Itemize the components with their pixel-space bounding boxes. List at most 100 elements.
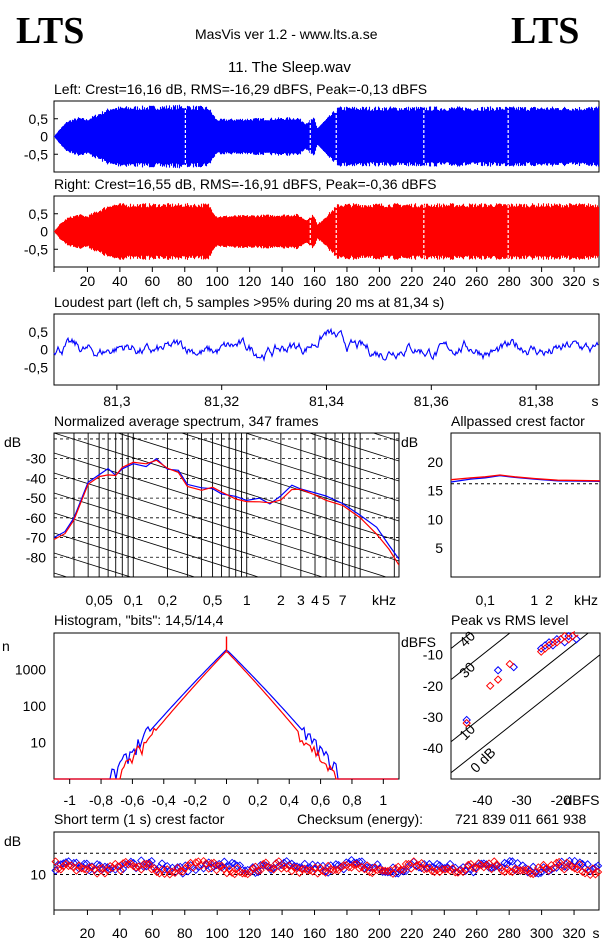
crest-st-point-right [373, 865, 382, 875]
crest-st-point-right [490, 857, 499, 866]
left-wave-signal [53, 104, 600, 169]
crest-st-point-left [160, 865, 169, 874]
crest-st-point-right [539, 860, 548, 870]
crest-st-point-right [591, 870, 600, 879]
crest-st-point-right [287, 866, 296, 876]
crest-st-point-left [157, 859, 167, 868]
crest-st-point-right [396, 865, 405, 874]
allpassed-ytick: 5 [435, 540, 443, 556]
crest-st-xtick: 100 [206, 925, 230, 941]
time-axis-label: 320 [562, 273, 586, 289]
spectrum-diagonal [54, 552, 133, 577]
spectrum-grid [54, 273, 399, 721]
spectrum-diagonal [54, 512, 260, 577]
time-axis-label: 80 [177, 273, 193, 289]
crest-st-point-right [137, 865, 146, 874]
time-axis-label: 40 [112, 273, 128, 289]
peak-rms-point-left [509, 662, 518, 672]
peak-rms-diagonal-label: 30 [456, 659, 478, 681]
peak-rms-ytick: -10 [423, 647, 443, 663]
crest-st-xtick: 240 [433, 925, 457, 941]
spectrum-diagonal [54, 472, 388, 577]
crest-st-point-right [225, 865, 234, 874]
spectrum-xtick: 4 [311, 592, 319, 608]
crest-st-point-right [474, 859, 483, 868]
peak-rms-xtick: -30 [511, 792, 531, 808]
spectrum-diagonal [54, 613, 399, 721]
crest-st-point-left [137, 856, 146, 865]
crest-st-point-right [310, 863, 320, 872]
track-title: 11. The Sleep.wav [228, 59, 351, 76]
crest-st-xtick: 60 [145, 925, 161, 941]
crest-st-point-right [318, 866, 328, 876]
time-axis-label: 280 [497, 273, 521, 289]
spectrum-diagonal [54, 433, 399, 542]
crest-st-point-right [575, 860, 585, 869]
crest-st-point-right [482, 861, 491, 870]
histogram-xtick: -0,2 [183, 792, 207, 808]
checksum-label: Checksum (energy): [297, 811, 424, 827]
peak-rms-diagonal [451, 633, 590, 743]
spectrum-ytick: -50 [26, 490, 46, 506]
crest-st-xtick: 320 [562, 925, 586, 941]
right-wave-title: Right: Crest=16,55 dB, RMS=-16,91 dBFS, … [54, 176, 437, 192]
spectrum-diagonal [54, 273, 399, 381]
right-wave-ytick: 0,5 [29, 206, 49, 222]
allpassed-xtick: 2 [545, 592, 553, 608]
peak-rms-diagonals [451, 633, 600, 774]
peak-rms-ytick: -30 [423, 709, 443, 725]
crest-st-point-right [274, 857, 283, 866]
crest-st-xtick: 180 [335, 925, 359, 941]
time-axis-label: 240 [433, 273, 457, 289]
crest-st-point-right [334, 865, 343, 875]
peak-rms-xunit: dBFS [564, 792, 599, 808]
crest-st-point-right [222, 868, 232, 878]
peak-rms-xtick: -40 [472, 792, 492, 808]
time-axis-label: 300 [530, 273, 554, 289]
crest-st-point-right [487, 864, 496, 874]
crest-st-point-right [388, 869, 398, 878]
loudest-xtick: 81,36 [414, 393, 449, 409]
peak-rms-title: Peak vs RMS level [451, 612, 569, 628]
spectrum-diagonal [116, 433, 399, 522]
crest-st-point-right [401, 859, 411, 869]
crest-st-point-right [544, 866, 553, 875]
crest-st-ytick: 10 [30, 867, 46, 883]
crest-st-point-left [181, 861, 190, 870]
crest-st-point-right [155, 869, 164, 878]
spectrum-xtick: 0,05 [86, 592, 113, 608]
loudest-xtick: 81,38 [519, 393, 554, 409]
crest-st-point-right [492, 860, 501, 869]
loudest-title: Loudest part (left ch, 5 samples >95% du… [54, 294, 445, 310]
peak-rms-point-right [493, 675, 503, 684]
spectrum-ytick: -80 [26, 549, 46, 565]
crest-st-point-right [362, 861, 372, 870]
allpassed-xtick: 1 [530, 592, 538, 608]
crest-st-xtick: 20 [80, 925, 96, 941]
peak-rms-point-right [505, 659, 515, 669]
peak-rms-point-left [493, 666, 503, 675]
crest-st-point-right [593, 867, 603, 877]
crest-st-point-left [583, 860, 592, 869]
crest-st-point-right [199, 856, 208, 866]
crest-st-point-right [458, 867, 468, 877]
crest-st-point-left [142, 862, 151, 871]
histogram-xtick: -0,8 [89, 792, 113, 808]
crest-st-xtick: 260 [465, 925, 489, 941]
spectrum-xtick: 0,1 [124, 592, 144, 608]
spectrum-xunit: kHz [372, 592, 396, 608]
crest-st-point-right [56, 865, 65, 874]
app-title: MasVis ver 1.2 - www.lts.a.se [195, 26, 378, 42]
crest-st-xunit: s [593, 925, 600, 941]
spectrum-ytick: -60 [26, 510, 46, 526]
histogram-xtick: 1 [379, 792, 387, 808]
spectrum-title: Normalized average spectrum, 347 frames [54, 413, 319, 429]
crest-st-point-left [404, 862, 413, 871]
allpassed-xunit: kHz [574, 592, 598, 608]
time-axis-label: 100 [206, 273, 230, 289]
crest-st-xtick: 80 [177, 925, 193, 941]
crest-st-point-right [295, 868, 304, 877]
crest-st-xtick: 220 [400, 925, 424, 941]
crest-st-point-right [116, 866, 125, 875]
histogram-xtick: -0,6 [120, 792, 144, 808]
